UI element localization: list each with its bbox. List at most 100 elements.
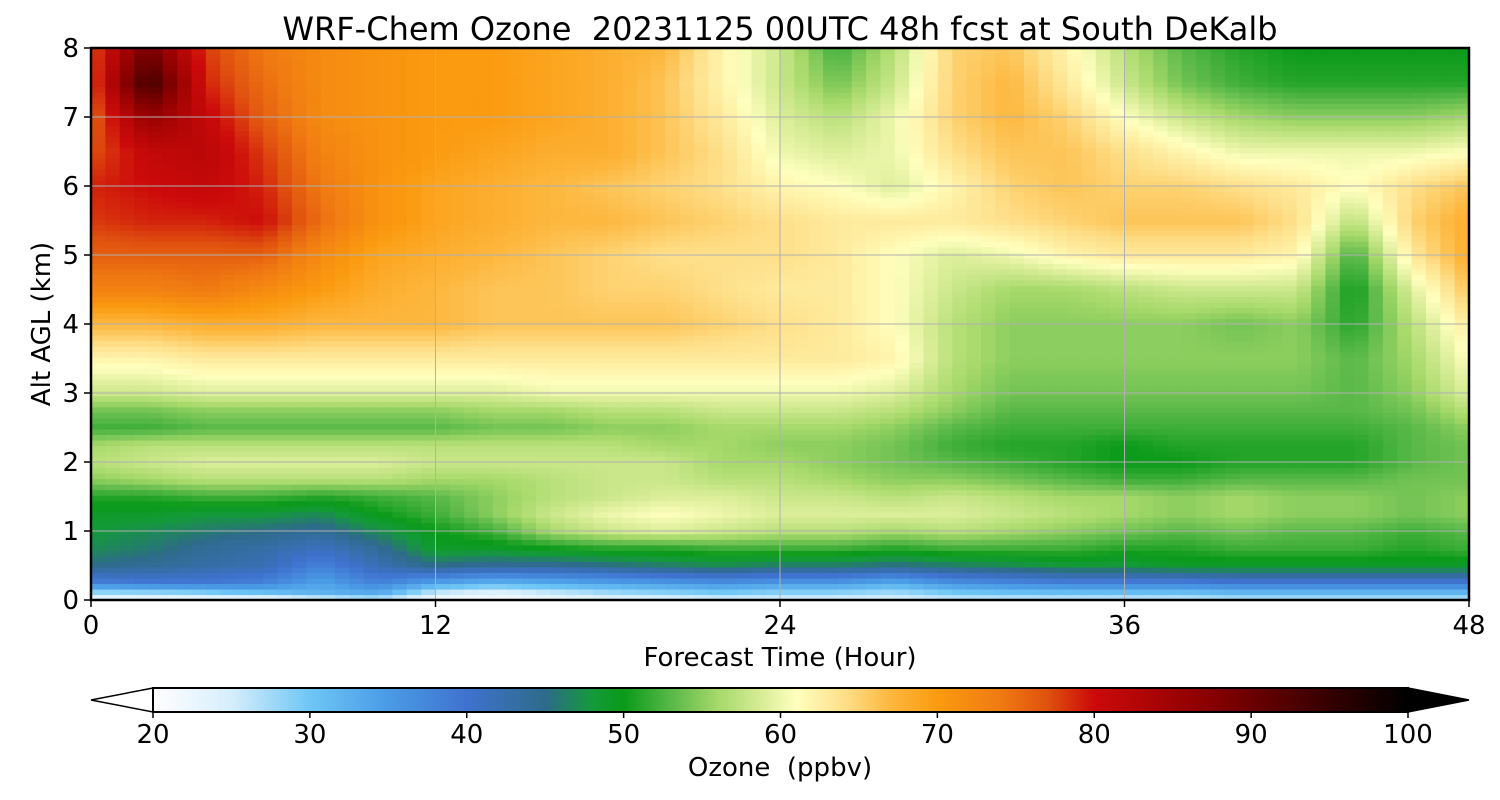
heatmap-cell [349,351,365,358]
heatmap-cell [1354,423,1370,430]
heatmap-cell [1110,533,1126,540]
heatmap-cell [622,340,638,347]
heatmap-cell [1081,324,1097,331]
heatmap-cell [1110,439,1126,447]
heatmap-cell [1224,566,1240,573]
heatmap-cell [449,401,465,408]
heatmap-cell [1210,428,1226,435]
heatmap-cell [679,357,695,364]
heatmap-cell [1038,572,1054,579]
heatmap-cell [980,318,996,325]
heatmap-cell [579,357,594,364]
heatmap-cell [1153,384,1169,391]
heatmap-cell [1095,362,1111,369]
heatmap-cell [205,522,221,529]
heatmap-cell [636,346,652,353]
heatmap-cell [1095,500,1111,507]
heatmap-cell [1052,544,1068,551]
heatmap-cell [91,318,106,325]
heatmap-cell [794,484,810,491]
heatmap-cell [91,395,106,402]
heatmap-cell [550,467,566,474]
heatmap-cell [607,511,623,518]
heatmap-cell [1354,351,1370,358]
heatmap-cell [937,522,953,529]
heatmap-cell [162,495,178,502]
heatmap-cell [866,577,882,585]
heatmap-cell [248,368,264,375]
heatmap-cell [492,500,508,507]
heatmap-cell [464,478,480,485]
heatmap-cell [406,423,422,430]
heatmap-cell [1196,533,1212,540]
heatmap-cell [148,423,164,430]
heatmap-cell [966,428,982,435]
heatmap-cell [765,445,781,452]
heatmap-cell [1138,417,1154,424]
heatmap-cell [392,522,408,529]
heatmap-cell [421,588,437,596]
heatmap-cell [162,467,178,474]
heatmap-cell [751,566,767,573]
heatmap-cell [392,594,408,600]
heatmap-cell [320,373,336,380]
heatmap-cell [1268,566,1283,573]
heatmap-cell [1296,539,1312,546]
heatmap-cell [708,484,724,491]
heatmap-cell [1210,511,1226,518]
heatmap-cell [220,335,236,342]
heatmap-cell [880,335,896,342]
heatmap-cell [722,577,738,585]
heatmap-cell [521,335,537,342]
heatmap-cell [148,368,164,375]
heatmap-cell [1311,511,1327,518]
heatmap-cell [1397,495,1413,502]
heatmap-cell [1181,544,1197,551]
heatmap-cell [392,533,408,540]
heatmap-cell [392,312,408,320]
heatmap-cell [1425,550,1441,557]
heatmap-cell [1095,566,1111,573]
heatmap-cell [780,340,795,347]
heatmap-cell [335,566,350,573]
heatmap-cell [1239,434,1255,441]
heatmap-cell [177,335,193,342]
heatmap-cell [478,428,494,435]
heatmap-cell [1425,566,1441,573]
heatmap-cell [1411,434,1427,441]
heatmap-cell [1368,450,1384,458]
heatmap-cell [1067,335,1083,342]
heatmap-cell [1397,357,1413,364]
heatmap-cell [966,539,982,546]
heatmap-cell [665,357,681,364]
heatmap-cell [1081,561,1097,568]
heatmap-cell [1253,406,1269,413]
heatmap-cell [291,583,307,590]
heatmap-cell [421,417,437,424]
heatmap-cell [478,384,494,391]
heatmap-cell [751,318,767,325]
heatmap-cell [406,478,422,485]
heatmap-cell [406,335,422,342]
heatmap-cell [105,362,121,369]
heatmap-cell [1454,434,1469,441]
heatmap-cell [636,495,652,502]
heatmap-cell [1138,335,1154,342]
heatmap-cell [995,423,1011,430]
heatmap-cell [392,495,408,502]
heatmap-cell [794,500,810,507]
heatmap-cell [134,566,150,573]
heatmap-cell [823,544,839,551]
heatmap-cell [277,395,293,402]
heatmap-cell [1081,473,1097,480]
heatmap-cell [636,384,652,391]
heatmap-cell [1282,329,1298,336]
heatmap-cell [306,500,322,507]
heatmap-cell [363,346,379,353]
heatmap-cell [923,439,939,447]
heatmap-cell [1325,533,1341,540]
heatmap-cell [148,500,164,507]
heatmap-cell [1153,506,1169,513]
heatmap-cell [995,583,1011,590]
heatmap-cell [119,324,135,331]
